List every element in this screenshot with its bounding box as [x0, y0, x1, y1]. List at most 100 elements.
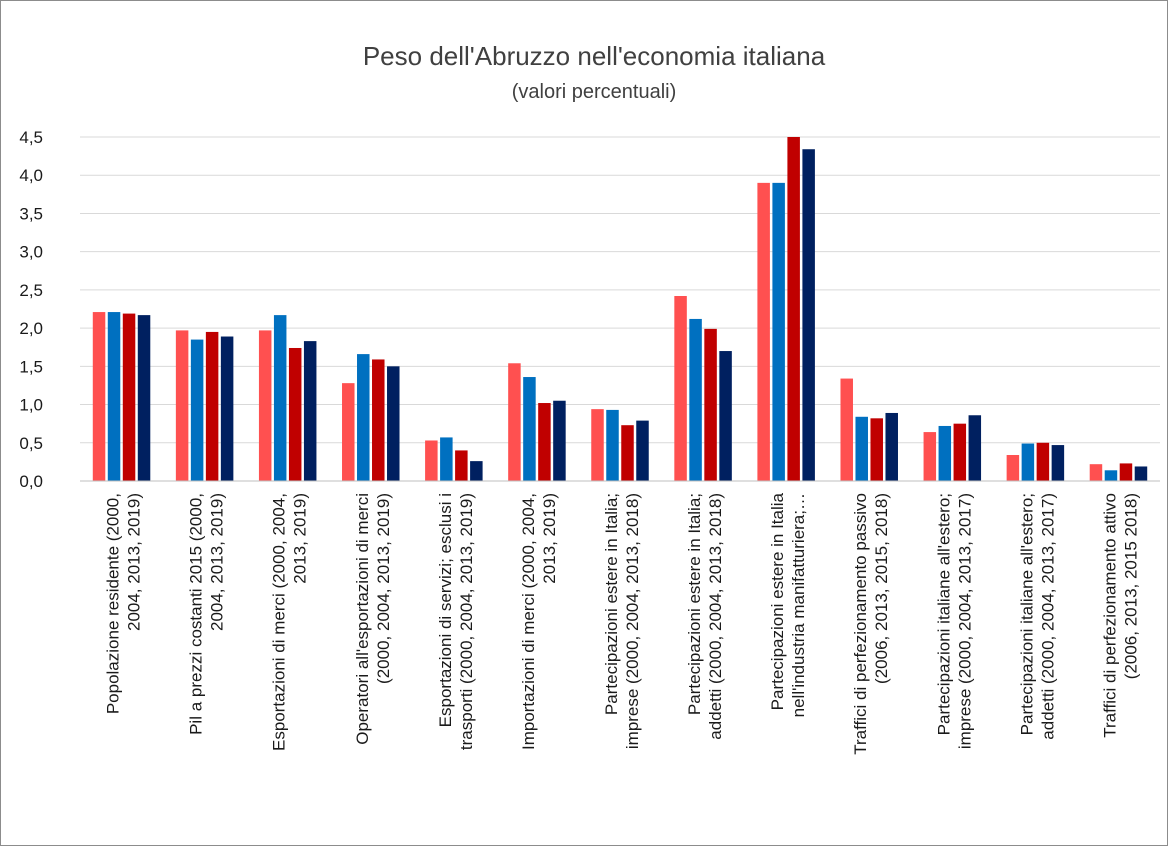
- bar: [953, 423, 967, 481]
- bar: [372, 359, 385, 481]
- bar: [220, 336, 234, 481]
- category-label-line: Partecipazioni italiane all'estero;: [934, 493, 953, 735]
- category-label-text: Importazioni di merci (2000, 2004, 2013, …: [519, 493, 559, 750]
- category-label-line: Popolazione residente (2000,: [104, 493, 123, 714]
- bar: [455, 450, 468, 481]
- y-tick-label: 0,5: [19, 434, 43, 453]
- bar: [553, 400, 566, 481]
- y-tick-label: 1,5: [19, 357, 43, 376]
- category-label: Partecipazioni estere in Italia; addetti …: [685, 493, 725, 740]
- bar: [938, 425, 952, 481]
- category-label-text: Partecipazioni italiane all'estero; addet…: [1017, 493, 1057, 740]
- bar: [425, 440, 438, 481]
- bar: [968, 415, 982, 481]
- bars: [92, 137, 1148, 481]
- bar: [719, 351, 732, 481]
- category-label-line: addetti (2000, 2004, 2013, 2018): [706, 493, 725, 740]
- category-labels: Popolazione residente (2000, 2004, 2013, …: [104, 492, 1141, 754]
- category-label-text: Popolazione residente (2000, 2004, 2013, …: [104, 493, 144, 714]
- bar: [92, 312, 106, 481]
- bar: [1051, 445, 1065, 481]
- bar: [508, 363, 521, 481]
- category-label-text: Traffici di perfezionamento attivo (2006,…: [1100, 493, 1140, 738]
- bar: [757, 182, 770, 481]
- gridlines: [80, 136, 1160, 444]
- category-label-text: Operatori all'esportazioni di merci (2000…: [353, 493, 393, 745]
- category-label-text: Traffici di perfezionamento passivo (2006…: [851, 493, 891, 755]
- bar: [523, 377, 536, 481]
- bar: [802, 149, 815, 481]
- bar: [175, 330, 189, 481]
- bar: [870, 418, 883, 481]
- category-label-line: addetti (2000, 2004, 2013, 2017): [1038, 493, 1057, 740]
- category-label: Partecipazioni estere in Italia; imprese …: [602, 493, 642, 749]
- bar: [636, 420, 649, 481]
- category-label-line: 2013, 2019): [291, 493, 310, 584]
- category-label: Partecipazioni italiane all'estero; addet…: [1017, 493, 1057, 740]
- bar: [591, 409, 604, 481]
- y-tick-label: 3,0: [19, 243, 43, 262]
- category-label: Popolazione residente (2000, 2004, 2013, …: [104, 493, 144, 714]
- bar: [621, 425, 634, 481]
- category-label-line: Operatori all'esportazioni di merci: [353, 493, 372, 745]
- bar: [1036, 442, 1050, 481]
- category-label-line: Importazioni di merci (2000, 2004,: [519, 493, 538, 750]
- y-tick-label: 0,0: [19, 472, 43, 491]
- bar: [923, 432, 937, 481]
- bar: [1006, 455, 1020, 481]
- bar: [107, 312, 121, 481]
- y-axis-ticks: 0,0 0,5 1,0 1,5 2,0 2,5 3,0 3,5 4,0 4,5: [19, 128, 43, 491]
- category-label: Traffici di perfezionamento attivo (2006,…: [1100, 493, 1140, 738]
- category-label-line: trasporti (2000, 2004, 2013, 2019): [457, 493, 476, 750]
- bar: [689, 318, 702, 481]
- y-tick-label: 3,5: [19, 204, 43, 223]
- category-label-line: Partecipazioni italiane all'estero;: [1017, 493, 1036, 735]
- category-label-text: Partecipazioni estere in Italia; addetti …: [685, 493, 725, 740]
- bar: [885, 412, 898, 481]
- bar: [258, 330, 272, 481]
- bar: [1119, 463, 1133, 481]
- category-label-line: Pil a prezzi costanti 2015 (2000,: [187, 493, 206, 735]
- bar: [470, 461, 483, 481]
- category-label: Partecipazioni estere in Italia nell'indu…: [768, 492, 808, 717]
- category-label-line: imprese (2000, 2004, 2013, 2018): [623, 493, 642, 749]
- category-label-line: Esportazioni di servizi; esclusi i: [436, 493, 455, 727]
- bar: [303, 341, 317, 481]
- chart-title: Peso dell'Abruzzo nell'economia italiana: [363, 41, 826, 71]
- category-label-line: Esportazioni di merci (2000, 2004,: [270, 493, 289, 751]
- category-label-line: Partecipazioni estere in Italia: [768, 492, 787, 710]
- bar: [205, 331, 219, 481]
- y-tick-label: 4,5: [19, 128, 43, 147]
- bar: [704, 328, 717, 481]
- category-label-line: (2006, 2013, 2015, 2018): [872, 493, 891, 684]
- bar: [342, 383, 355, 481]
- bar: [538, 403, 551, 481]
- category-label-line: Partecipazioni estere in Italia;: [602, 493, 621, 715]
- bar: [674, 296, 687, 481]
- category-label-line: Traffici di perfezionamento passivo: [851, 493, 870, 755]
- bar: [1134, 466, 1148, 481]
- y-tick-label: 2,0: [19, 319, 43, 338]
- bar: [273, 315, 287, 481]
- category-label: Pil a prezzi costanti 2015 (2000, 2004, 2…: [187, 493, 227, 735]
- y-tick-label: 4,0: [19, 166, 43, 185]
- bar: [1089, 464, 1103, 481]
- bar: [137, 315, 151, 481]
- y-tick-label: 1,0: [19, 396, 43, 415]
- category-label-text: Pil a prezzi costanti 2015 (2000, 2004, 2…: [187, 493, 227, 735]
- bar: [1021, 443, 1035, 481]
- bar: [387, 366, 400, 481]
- y-tick-label: 2,5: [19, 281, 43, 300]
- category-label-line: imprese (2000, 2004, 2013, 2017): [955, 493, 974, 749]
- category-label-line: 2013, 2019): [540, 493, 559, 584]
- category-label-text: Esportazioni di merci (2000, 2004, 2013, …: [270, 493, 310, 751]
- category-label: Operatori all'esportazioni di merci (2000…: [353, 493, 393, 745]
- category-label: Partecipazioni italiane all'estero; impre…: [934, 493, 974, 749]
- bar: [772, 182, 785, 481]
- category-label-line: 2004, 2013, 2019): [125, 493, 144, 631]
- bar: [288, 347, 302, 481]
- category-label-line: Partecipazioni estere in Italia;: [685, 493, 704, 715]
- category-label: Importazioni di merci (2000, 2004, 2013, …: [519, 493, 559, 750]
- bar: [357, 354, 370, 481]
